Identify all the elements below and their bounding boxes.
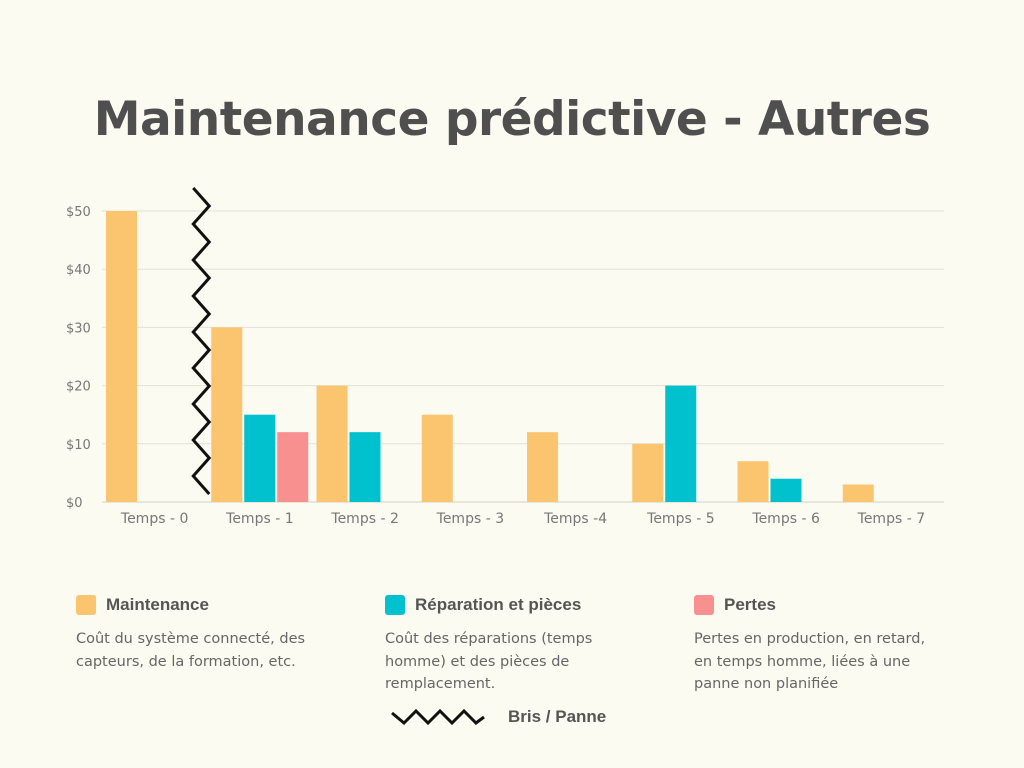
chart-title: Maintenance prédictive - Autres	[93, 92, 931, 147]
x-tick-label: Temps -4	[543, 511, 607, 527]
bar-réparation-5	[665, 385, 697, 502]
y-tick-label: $0	[66, 496, 83, 511]
legend-label-reparation: Réparation et pièces	[415, 595, 582, 614]
x-tick-label: Temps - 5	[646, 511, 714, 527]
legend-item-reparation: Réparation et pièces Coût des réparation…	[385, 594, 665, 696]
bar-maintenance-4	[527, 432, 558, 502]
legend-item-bris: Bris / Panne	[390, 704, 606, 730]
bar-maintenance-0	[106, 211, 137, 502]
legend-swatch-pertes	[694, 595, 714, 615]
bar-maintenance-2	[316, 385, 348, 502]
bar-réparation-2	[349, 432, 381, 502]
legend-item-maintenance: Maintenance Coût du système connecté, de…	[76, 594, 356, 673]
bar-pertes-1	[277, 432, 309, 502]
bris-panne-marker	[191, 187, 212, 495]
legend-description-maintenance: Coût du système connecté, des capteurs, …	[76, 631, 306, 670]
y-tick-label: $10	[66, 438, 91, 453]
legend-label-pertes: Pertes	[724, 595, 776, 614]
zigzag-icon	[391, 708, 485, 726]
y-tick-label: $20	[66, 380, 91, 395]
bar-maintenance-3	[421, 414, 453, 502]
bar-maintenance-5	[632, 443, 664, 502]
bar-chart: $0 $10 $20 $30 $40 $50 Temps - 0 Temps - 1 Temps…	[66, 187, 944, 527]
bar-maintenance-7	[842, 484, 874, 502]
legend-description-pertes: Pertes en production, en retard, en temp…	[694, 631, 926, 692]
legend-label-maintenance: Maintenance	[106, 595, 209, 614]
bar-maintenance-1	[211, 327, 243, 502]
legend-label-bris: Bris / Panne	[508, 707, 607, 726]
x-tick-label: Temps - 7	[857, 511, 925, 527]
legend-swatch-maintenance	[76, 595, 96, 615]
legend-description-reparation: Coût des réparations (temps homme) et de…	[385, 631, 593, 692]
x-tick-label: Temps - 1	[225, 511, 293, 527]
y-tick-label: $40	[66, 263, 91, 278]
x-tick-label: Temps - 2	[330, 511, 398, 527]
x-tick-label: Temps - 0	[120, 511, 188, 527]
bar-maintenance-6	[737, 461, 769, 502]
x-tick-label: Temps - 6	[751, 511, 820, 527]
bar-réparation-1	[244, 414, 276, 502]
bar-réparation-6	[770, 478, 802, 502]
y-tick-label: $50	[66, 205, 91, 220]
legend-item-pertes: Pertes Pertes en production, en retard, …	[694, 594, 974, 696]
x-tick-label: Temps - 3	[436, 511, 504, 527]
y-tick-label: $30	[66, 321, 91, 336]
legend-swatch-reparation	[385, 595, 405, 615]
